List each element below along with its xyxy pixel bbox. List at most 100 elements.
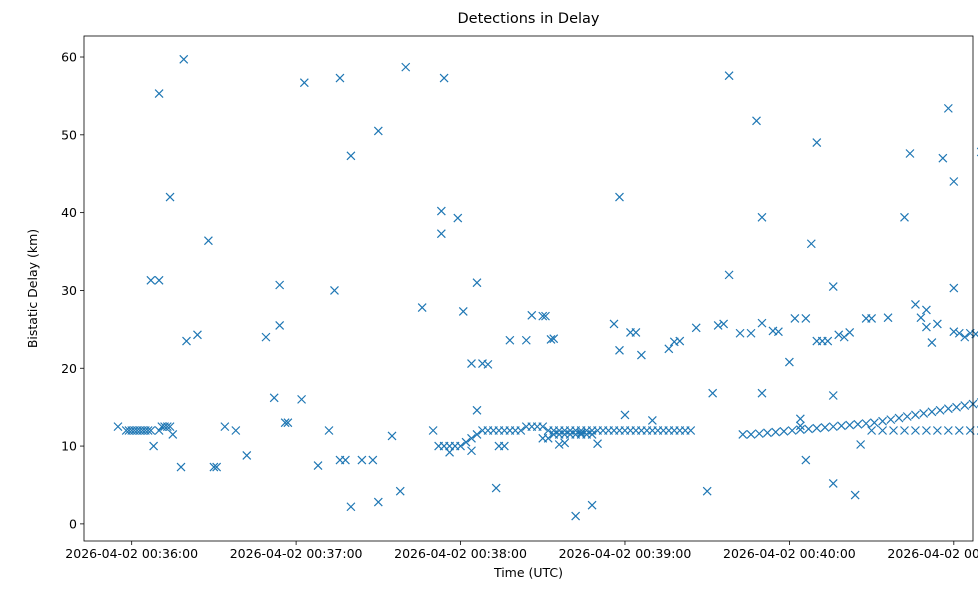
data-point xyxy=(691,323,701,333)
data-point xyxy=(521,335,531,345)
data-point xyxy=(754,429,764,439)
data-point xyxy=(724,71,734,81)
data-point xyxy=(368,455,378,465)
data-point xyxy=(954,426,964,435)
data-point xyxy=(162,422,172,432)
data-point xyxy=(324,426,334,435)
data-point xyxy=(675,336,685,346)
data-point xyxy=(182,336,191,346)
data-point xyxy=(820,422,830,432)
data-point xyxy=(179,54,189,64)
data-point xyxy=(795,421,805,431)
data-point xyxy=(927,407,937,417)
data-point xyxy=(787,426,797,435)
data-point xyxy=(713,321,723,330)
data-point xyxy=(357,455,367,465)
data-point xyxy=(220,422,230,432)
data-point xyxy=(615,192,624,202)
data-point xyxy=(943,404,953,414)
y-tick-label: 60 xyxy=(61,50,77,65)
data-point xyxy=(154,426,164,435)
data-point xyxy=(269,393,279,403)
data-point xyxy=(587,429,597,439)
plot-area xyxy=(113,54,978,521)
data-point xyxy=(439,73,449,83)
y-tick-label: 10 xyxy=(61,439,77,454)
data-point xyxy=(436,206,446,216)
data-point xyxy=(911,426,920,435)
data-point xyxy=(856,440,866,449)
data-point xyxy=(587,500,597,510)
data-point xyxy=(472,429,482,439)
data-point xyxy=(861,419,871,428)
x-tick-label: 2026-04-02 00:37:00 xyxy=(230,546,363,561)
data-point xyxy=(461,437,471,447)
data-point xyxy=(456,441,465,451)
data-point xyxy=(702,486,712,496)
data-point xyxy=(373,126,383,136)
data-point xyxy=(774,327,783,337)
data-point xyxy=(505,335,515,345)
data-point xyxy=(935,405,945,415)
data-point xyxy=(203,236,213,246)
data-point xyxy=(724,270,734,280)
x-tick-label: 2026-04-02 00:40:00 xyxy=(723,546,856,561)
data-point xyxy=(943,103,953,113)
data-point xyxy=(297,394,307,404)
data-point xyxy=(771,427,781,437)
x-tick-label: 2026-04-02 00:36:00 xyxy=(65,546,198,561)
data-point xyxy=(299,78,309,88)
data-point xyxy=(779,426,789,436)
data-point xyxy=(549,334,559,344)
data-point xyxy=(735,328,745,338)
data-point xyxy=(757,212,767,222)
data-point xyxy=(883,313,893,323)
data-point xyxy=(527,310,537,320)
data-point xyxy=(752,116,761,126)
data-point xyxy=(828,391,838,400)
data-point xyxy=(708,388,718,398)
data-point xyxy=(387,431,397,441)
data-point xyxy=(516,426,526,435)
data-point xyxy=(275,321,285,330)
y-tick-label: 30 xyxy=(61,283,77,298)
data-point xyxy=(346,151,356,161)
data-point xyxy=(417,303,427,312)
data-point xyxy=(938,153,948,163)
data-point xyxy=(335,73,345,83)
data-point xyxy=(146,275,156,285)
data-point xyxy=(746,328,756,338)
data-point xyxy=(472,278,482,288)
data-point xyxy=(932,319,942,329)
data-point xyxy=(146,426,156,435)
y-tick-label: 20 xyxy=(61,361,77,376)
data-point xyxy=(209,462,219,472)
data-point xyxy=(834,330,844,340)
data-point xyxy=(149,441,159,451)
x-axis-label: Time (UTC) xyxy=(493,565,563,580)
data-point xyxy=(790,314,800,323)
data-point xyxy=(921,426,931,435)
data-point xyxy=(960,401,970,411)
data-point xyxy=(168,429,178,439)
data-point xyxy=(453,213,463,223)
data-point xyxy=(878,426,887,435)
data-point xyxy=(620,410,630,420)
data-point xyxy=(806,239,816,249)
data-point xyxy=(954,328,964,338)
data-point xyxy=(193,330,202,340)
data-point xyxy=(636,350,646,360)
data-point xyxy=(801,314,811,323)
data-point xyxy=(428,426,438,435)
data-point xyxy=(242,450,252,460)
data-point xyxy=(795,425,805,435)
data-point xyxy=(554,440,564,449)
x-tick-label: 2026-04-02 00:39:00 xyxy=(559,546,692,561)
data-point xyxy=(845,420,855,430)
data-point xyxy=(916,313,926,323)
data-point xyxy=(458,307,468,316)
data-point xyxy=(719,319,729,329)
data-point xyxy=(845,328,855,337)
axes: 2026-04-02 00:36:00 2026-04-02 00:37:00 20… xyxy=(61,35,978,561)
y-tick-label: 0 xyxy=(69,516,77,531)
